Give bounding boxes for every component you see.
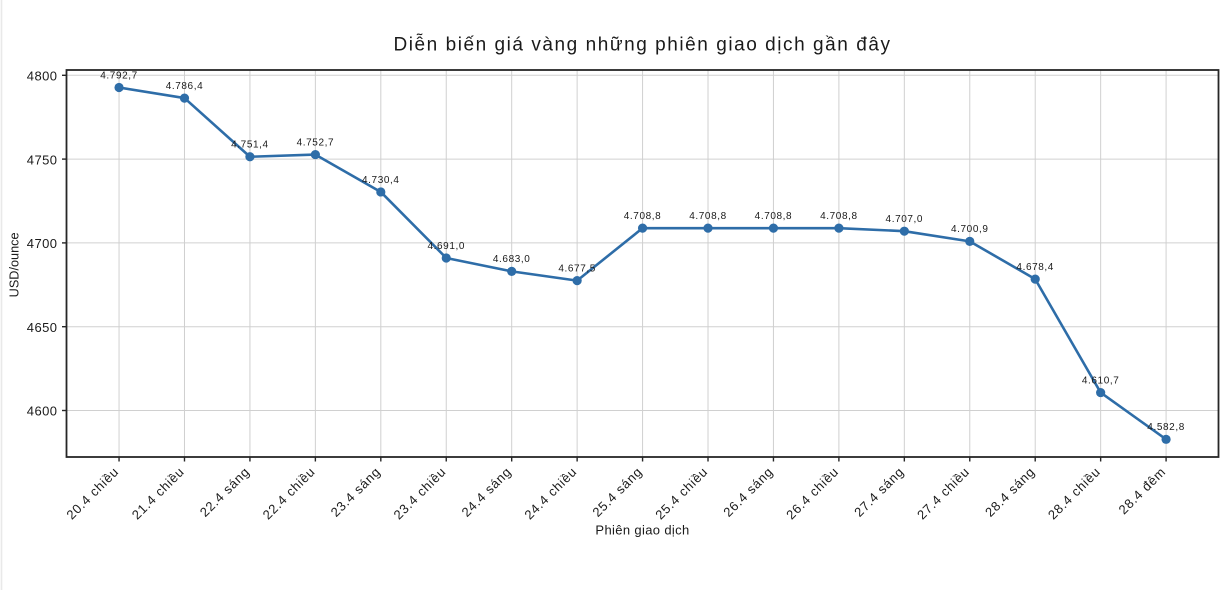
svg-text:4.582,8: 4.582,8 xyxy=(1147,422,1185,433)
svg-text:4.678,4: 4.678,4 xyxy=(1016,262,1054,273)
svg-text:4.752,7: 4.752,7 xyxy=(297,137,335,148)
svg-text:4.691,0: 4.691,0 xyxy=(427,241,465,252)
svg-text:4.683,0: 4.683,0 xyxy=(493,254,531,265)
svg-text:4600: 4600 xyxy=(27,404,58,419)
svg-text:4.700,9: 4.700,9 xyxy=(951,224,989,235)
svg-text:4.708,8: 4.708,8 xyxy=(689,211,727,222)
svg-text:Diễn biến giá vàng những phiên: Diễn biến giá vàng những phiên giao dịch… xyxy=(393,34,891,56)
svg-text:4.610,7: 4.610,7 xyxy=(1082,375,1120,386)
svg-text:4.677,5: 4.677,5 xyxy=(558,263,596,274)
svg-text:4800: 4800 xyxy=(27,69,58,84)
svg-text:4750: 4750 xyxy=(27,152,58,167)
svg-text:4.730,4: 4.730,4 xyxy=(362,175,400,186)
svg-text:4.751,4: 4.751,4 xyxy=(231,140,269,151)
svg-text:4650: 4650 xyxy=(27,320,58,335)
svg-text:4.707,0: 4.707,0 xyxy=(886,214,924,225)
svg-text:4.708,8: 4.708,8 xyxy=(755,211,793,222)
svg-text:Phiên giao dịch: Phiên giao dịch xyxy=(595,523,689,538)
svg-text:4.708,8: 4.708,8 xyxy=(820,211,858,222)
svg-text:4.708,8: 4.708,8 xyxy=(624,211,662,222)
svg-text:4.786,4: 4.786,4 xyxy=(166,81,204,92)
svg-text:4700: 4700 xyxy=(27,236,58,251)
svg-text:USD/ounce: USD/ounce xyxy=(8,232,22,297)
svg-text:4.792,7: 4.792,7 xyxy=(100,70,138,81)
